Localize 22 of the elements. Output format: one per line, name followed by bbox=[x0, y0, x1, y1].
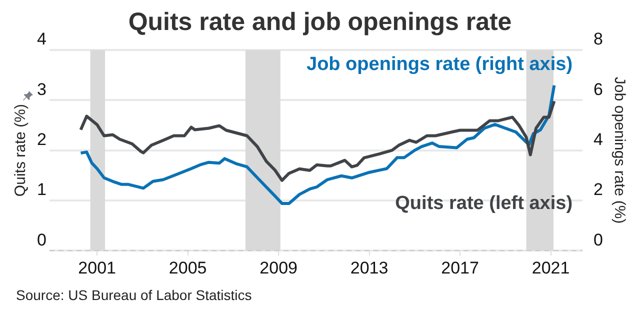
series-label: Job openings rate (right axis) bbox=[306, 54, 573, 76]
y-tick-label: 2 bbox=[36, 130, 46, 149]
x-tick-label: 2001 bbox=[78, 258, 116, 278]
y2-tick-label: 2 bbox=[594, 180, 604, 200]
y2-axis-title: Job openings rate (%) bbox=[610, 76, 628, 224]
y-tick-label: 4 bbox=[36, 30, 46, 49]
x-tick-label: 2021 bbox=[532, 258, 570, 278]
source-note: Source: US Bureau of Labor Statistics bbox=[16, 286, 252, 303]
y-tick-label: 1 bbox=[36, 180, 46, 200]
chart-title: Quits rate and job openings rate bbox=[128, 8, 512, 36]
x-tick-label: 2013 bbox=[350, 258, 388, 278]
y2-tick-label: 6 bbox=[594, 80, 604, 99]
y-tick-label: 3 bbox=[36, 80, 46, 99]
y2-tick-label: 4 bbox=[594, 130, 604, 149]
x-tick-label: 2005 bbox=[168, 258, 207, 278]
text: Quits rate (left axis) bbox=[395, 192, 573, 214]
y2-tick-label: 0 bbox=[594, 230, 604, 250]
y2-tick-label: 8 bbox=[594, 30, 604, 49]
x-tick-label: 2009 bbox=[260, 258, 298, 278]
x-tick-label: 2017 bbox=[441, 258, 479, 278]
y-tick-label: 0 bbox=[36, 230, 46, 250]
y-axis-title: Quits rate (%) bbox=[12, 104, 30, 197]
